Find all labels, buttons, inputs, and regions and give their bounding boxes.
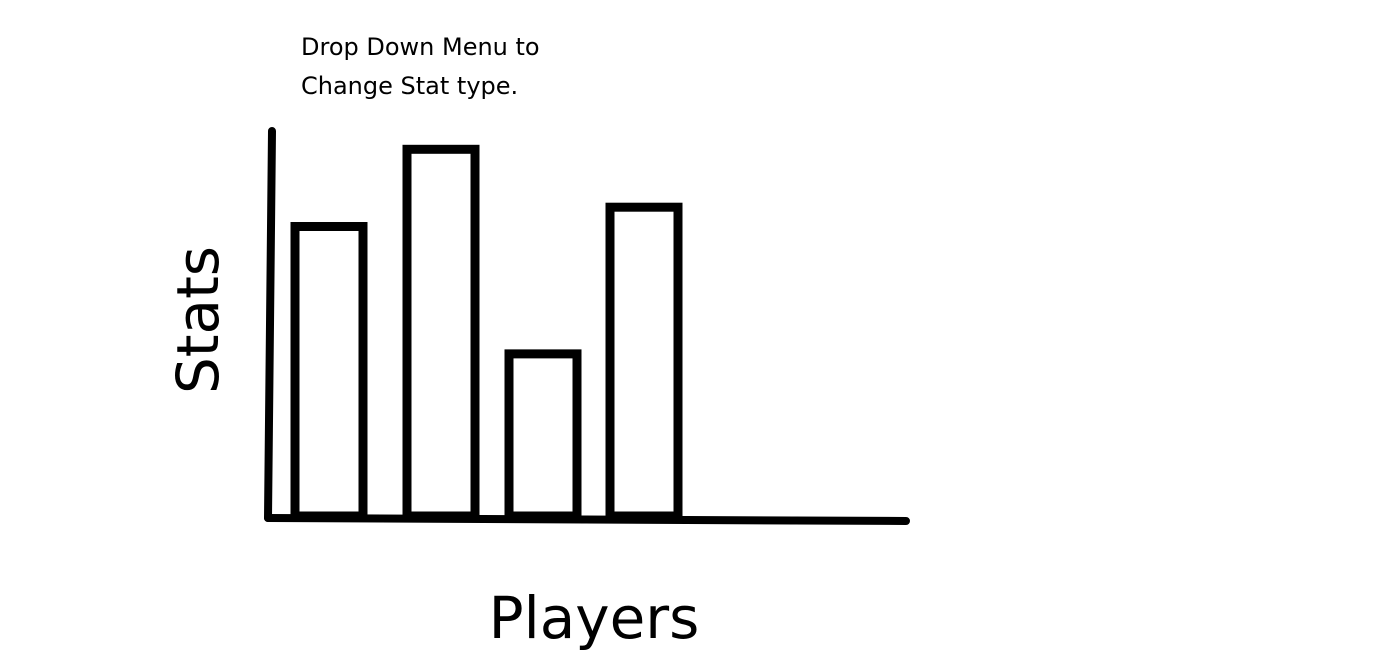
bar-2 bbox=[402, 144, 480, 521]
y-axis-label: Stats bbox=[164, 246, 232, 394]
y-axis-line bbox=[264, 127, 276, 522]
bar-1 bbox=[290, 222, 368, 521]
bar-3 bbox=[504, 349, 582, 521]
annotation-line-1: Drop Down Menu to bbox=[301, 33, 540, 61]
bar-4 bbox=[605, 202, 683, 521]
x-axis-label: Players bbox=[489, 584, 700, 652]
x-axis-line bbox=[264, 514, 910, 525]
bars-group bbox=[290, 144, 683, 521]
annotation-line-2: Change Stat type. bbox=[301, 72, 518, 100]
